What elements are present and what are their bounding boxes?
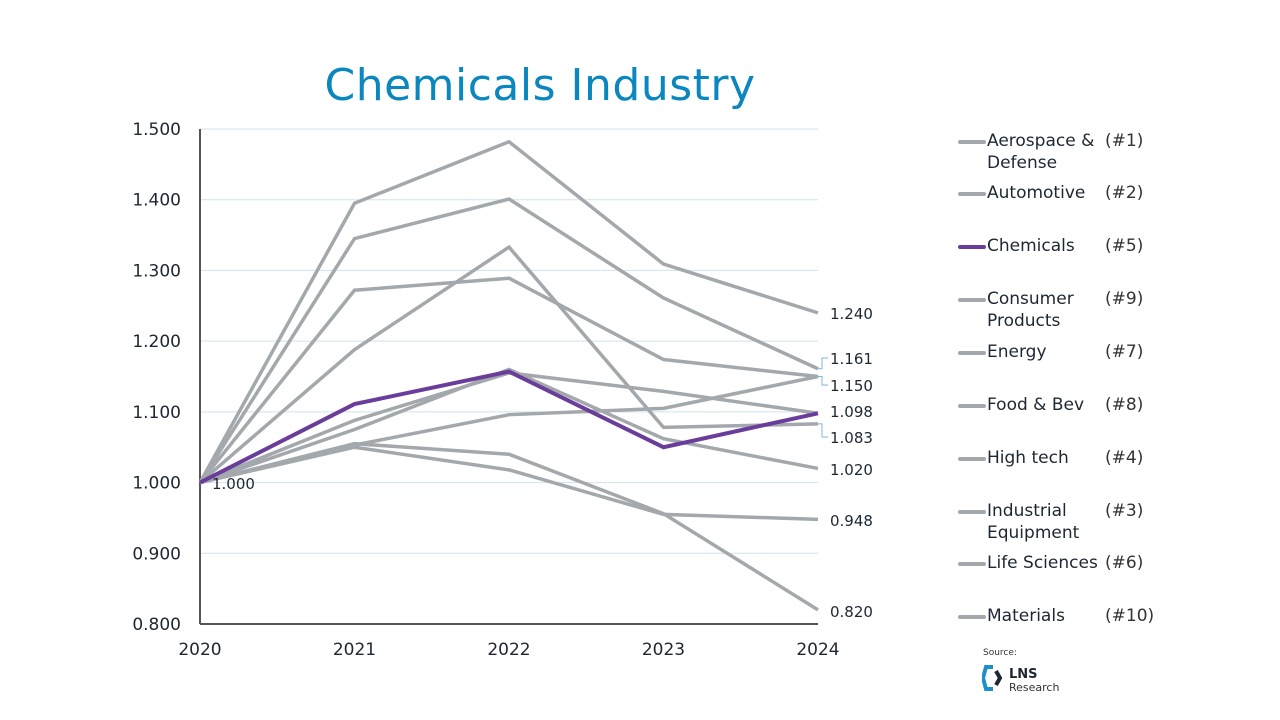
legend-swatch — [958, 192, 986, 196]
legend-swatch — [958, 510, 986, 514]
source-label: Source: — [983, 648, 1017, 658]
data-label: 1.161 — [830, 350, 873, 368]
y-tick-label: 1.300 — [132, 261, 181, 281]
legend-rank: (#6) — [1105, 553, 1144, 573]
y-tick-label: 0.800 — [132, 615, 181, 635]
y-tick-label: 1.400 — [132, 191, 181, 211]
data-label-leader-line — [818, 423, 828, 438]
legend-label: Life Sciences — [987, 553, 1098, 573]
x-tick-label: 2022 — [487, 640, 530, 660]
legend-label: Chemicals — [987, 236, 1075, 256]
legend-rank: (#5) — [1105, 236, 1144, 256]
data-label-leader-line — [818, 357, 828, 370]
legend-label: Aerospace & Defense — [987, 131, 1095, 173]
data-label: 1.083 — [830, 429, 873, 447]
x-tick-label: 2023 — [642, 640, 685, 660]
legend-swatch — [958, 457, 986, 461]
series-line-high-tech — [199, 374, 819, 485]
legend-rank: (#1) — [1105, 131, 1144, 151]
legend-label: Automotive — [987, 183, 1086, 203]
legend-swatch — [958, 351, 986, 355]
legend-label: Industrial Equipment — [987, 501, 1080, 543]
series-line-automotive — [198, 197, 819, 484]
y-tick-label: 1.200 — [132, 332, 181, 352]
logo-bracket-left-icon — [982, 665, 993, 691]
x-tick-label: 2021 — [333, 640, 376, 660]
logo-text-lns: LNS — [1009, 667, 1038, 682]
logo-bracket-right-icon — [994, 670, 1003, 686]
x-tick-label: 2024 — [796, 640, 839, 660]
logo-text-research: Research — [1009, 681, 1059, 694]
y-tick-label: 1.000 — [132, 474, 181, 494]
series-line-materials — [199, 441, 819, 612]
series-line-food-bev — [199, 367, 819, 485]
data-label: 1.000 — [212, 475, 255, 493]
series-line-energy — [198, 244, 819, 484]
data-label: 1.098 — [830, 403, 873, 421]
data-label: 1.240 — [830, 305, 873, 323]
x-tick-label: 2020 — [178, 640, 221, 660]
legend-rank: (#9) — [1105, 289, 1144, 309]
y-tick-label: 1.100 — [132, 403, 181, 423]
legend-swatch — [958, 298, 986, 302]
legend-rank: (#2) — [1105, 183, 1144, 203]
legend-rank: (#7) — [1105, 342, 1144, 362]
legend-rank: (#3) — [1105, 501, 1144, 521]
legend-label: Food & Bev — [987, 395, 1085, 415]
data-label: 0.820 — [830, 603, 873, 621]
legend-label: High tech — [987, 448, 1069, 468]
data-label-leader-line — [818, 376, 828, 386]
legend-swatch — [958, 140, 986, 144]
series-line-chemicals — [199, 369, 819, 485]
legend-swatch — [958, 615, 986, 619]
legend-rank: (#8) — [1105, 395, 1144, 415]
series-line-aerospace-defense — [198, 139, 819, 484]
series-line-industrial-equipment — [198, 276, 819, 484]
y-tick-label: 0.900 — [132, 544, 181, 564]
legend-swatch — [958, 562, 986, 566]
legend-rank: (#10) — [1105, 606, 1155, 626]
series-line-life-sciences — [199, 371, 819, 485]
legend-swatch — [958, 245, 986, 249]
legend-label: Consumer Products — [987, 289, 1074, 331]
data-label: 0.948 — [830, 512, 873, 530]
chart-title: Chemicals Industry — [324, 60, 756, 111]
legend-label: Materials — [987, 606, 1065, 626]
legend-label: Energy — [987, 342, 1047, 362]
legend-swatch — [958, 404, 986, 408]
y-tick-label: 1.500 — [132, 120, 181, 140]
data-label: 1.150 — [830, 377, 873, 395]
data-label: 1.020 — [830, 461, 873, 479]
legend-rank: (#4) — [1105, 448, 1144, 468]
lns-research-logo: LNS Research — [982, 665, 1059, 694]
